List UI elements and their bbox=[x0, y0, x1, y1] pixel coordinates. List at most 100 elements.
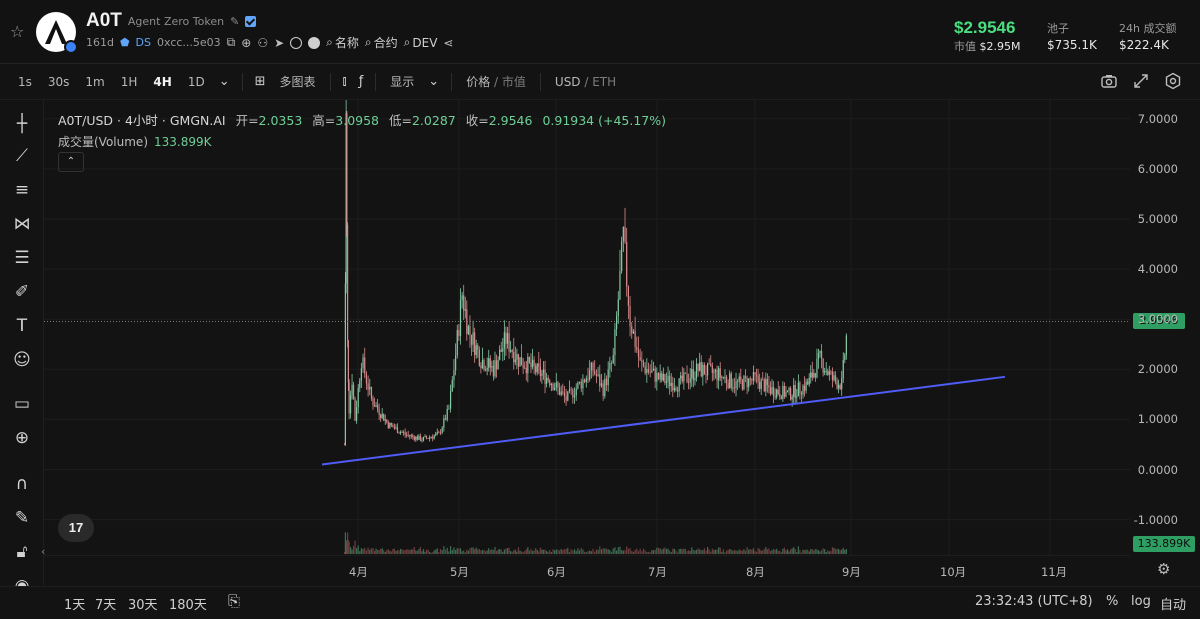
candle-body bbox=[769, 387, 772, 394]
measure-lines-icon[interactable]: ☰ bbox=[14, 248, 30, 268]
volume-bar bbox=[748, 549, 750, 554]
trendline-tool-icon[interactable]: ⟋ bbox=[16, 146, 28, 166]
interval-4h[interactable]: 4H bbox=[153, 74, 172, 89]
interval-1d[interactable]: 1D bbox=[187, 74, 205, 89]
name-search-link[interactable]: ⌕ 名称 bbox=[326, 35, 359, 50]
display-button[interactable]: 显示 bbox=[390, 75, 415, 89]
candle-body bbox=[497, 360, 499, 370]
date-range-icon[interactable]: ⎘ bbox=[228, 592, 241, 610]
volume-bar bbox=[689, 551, 691, 554]
chevron-down-icon[interactable]: ⌄ bbox=[428, 74, 440, 89]
text-tool-icon[interactable]: T bbox=[16, 316, 28, 336]
trendline[interactable] bbox=[321, 375, 1006, 466]
time-axis-tick: 8月 bbox=[746, 565, 765, 579]
candle-body bbox=[817, 353, 820, 359]
range-180d[interactable]: 180天 bbox=[169, 598, 207, 613]
multi-chart-button[interactable]: 多图表 bbox=[279, 75, 316, 89]
price-chart[interactable] bbox=[44, 100, 1130, 555]
user-icon[interactable]: ⚇ bbox=[257, 35, 269, 50]
candle-body bbox=[694, 378, 696, 381]
settings-gear-icon[interactable] bbox=[1164, 72, 1182, 90]
brush-icon[interactable]: ✐ bbox=[14, 282, 30, 302]
lock-drawing-icon[interactable]: ✎ bbox=[14, 508, 30, 528]
usd-eth-toggle[interactable]: USD / ETH bbox=[554, 74, 617, 89]
copy-icon[interactable]: ⧉ bbox=[226, 35, 236, 49]
emoji-icon[interactable]: ☺ bbox=[13, 350, 31, 370]
magnet-icon[interactable]: ∩ bbox=[15, 474, 29, 494]
fullscreen-icon[interactable] bbox=[1132, 72, 1150, 90]
volume-bar bbox=[542, 549, 545, 554]
interval-1s[interactable]: 1s bbox=[18, 74, 32, 89]
candle-body bbox=[572, 389, 574, 398]
price-mcap-toggle[interactable]: 价格 / 市值 bbox=[466, 75, 526, 89]
auto-toggle[interactable]: 自动 bbox=[1160, 598, 1187, 613]
token-age: 161d bbox=[86, 36, 114, 49]
axis-settings-icon[interactable]: ⚙ bbox=[1157, 560, 1171, 578]
candle-body bbox=[719, 368, 721, 378]
candle-body bbox=[392, 425, 394, 428]
volume-bar bbox=[705, 550, 707, 554]
add-chart-icon[interactable]: ⊞ bbox=[254, 74, 266, 89]
telegram-icon[interactable]: ➤ bbox=[274, 35, 285, 50]
volume-bar bbox=[808, 551, 810, 554]
volume-bar bbox=[681, 549, 683, 554]
candle-body bbox=[612, 355, 614, 364]
interval-1m[interactable]: 1m bbox=[85, 74, 105, 89]
indicators-fx-icon[interactable]: ƒ bbox=[358, 74, 364, 89]
candle-body bbox=[833, 375, 835, 381]
pattern-tool-icon[interactable]: ⋈ bbox=[13, 214, 31, 234]
contract-search-link[interactable]: ⌕ 合约 bbox=[364, 35, 398, 50]
candle-body bbox=[597, 374, 599, 376]
dexscreener-icon[interactable]: ⬟ bbox=[119, 36, 130, 49]
tradingview-logo[interactable]: 17 bbox=[58, 514, 94, 542]
camera-icon[interactable] bbox=[1100, 72, 1118, 90]
volume-bar bbox=[395, 551, 397, 554]
lock-icon[interactable]: 🔓︎ bbox=[16, 542, 28, 562]
candle-body bbox=[738, 376, 740, 382]
log-toggle[interactable]: log bbox=[1131, 594, 1151, 609]
volume-bar bbox=[547, 551, 549, 554]
collapse-legend-button[interactable]: ⌃ bbox=[58, 152, 84, 172]
candle-body bbox=[546, 377, 548, 384]
candle-body bbox=[751, 379, 753, 381]
price-axis-tick: 4.0000 bbox=[1137, 262, 1178, 277]
edit-pencil-icon[interactable]: ✎ bbox=[230, 14, 240, 28]
interval-1h[interactable]: 1H bbox=[120, 74, 138, 89]
discord-icon[interactable] bbox=[308, 36, 321, 49]
dev-search-link[interactable]: ⌕ DEV bbox=[403, 35, 438, 50]
volume-bar bbox=[799, 550, 801, 554]
clock[interactable]: 23:32:43 (UTC+8) bbox=[975, 594, 1093, 609]
candle-body bbox=[552, 383, 554, 390]
candle-body bbox=[695, 363, 698, 379]
chevron-down-icon[interactable]: ⌄ bbox=[218, 74, 230, 89]
range-1d[interactable]: 1天 bbox=[64, 598, 86, 613]
volume-bar bbox=[654, 549, 656, 554]
crosshair-icon[interactable]: ┼ bbox=[16, 114, 28, 134]
contract-address[interactable]: 0xcc...5e03 bbox=[157, 36, 221, 49]
volume-bar bbox=[791, 548, 793, 554]
volume-bar bbox=[838, 548, 840, 554]
interval-30s[interactable]: 30s bbox=[47, 74, 70, 89]
candle-body bbox=[585, 378, 587, 383]
share-icon[interactable]: ⋖ bbox=[443, 35, 454, 50]
favorite-star-icon[interactable]: ☆ bbox=[10, 22, 25, 41]
range-30d[interactable]: 30天 bbox=[128, 598, 158, 613]
token-stats: $2.9546 市值 $2.95M 池子 $735.1K 24h 成交额 $22… bbox=[954, 16, 1184, 56]
zoom-in-icon[interactable]: ⊕ bbox=[14, 428, 30, 448]
percent-toggle[interactable]: % bbox=[1106, 594, 1119, 609]
time-axis[interactable]: 4月 5月 6月 7月 8月 9月 10月 11月 bbox=[44, 555, 1130, 585]
candle-body bbox=[348, 382, 350, 414]
volume-bar bbox=[480, 550, 482, 554]
range-7d[interactable]: 7天 bbox=[95, 598, 117, 613]
x-social-icon[interactable] bbox=[290, 36, 303, 49]
candle-body bbox=[657, 372, 660, 380]
ds-label: DS bbox=[135, 36, 151, 49]
horizontal-lines-icon[interactable]: ≡ bbox=[14, 180, 30, 200]
volume-bar bbox=[774, 549, 776, 554]
candle-type-icon[interactable]: ⫾ bbox=[342, 74, 347, 89]
website-globe-icon[interactable]: ⊕ bbox=[241, 35, 252, 50]
chevron-left-icon[interactable]: ‹ bbox=[41, 545, 46, 558]
ruler-icon[interactable]: ▭ bbox=[13, 394, 31, 414]
volume-bar bbox=[370, 548, 373, 554]
market-cap: 市值 $2.95M bbox=[954, 40, 1021, 53]
